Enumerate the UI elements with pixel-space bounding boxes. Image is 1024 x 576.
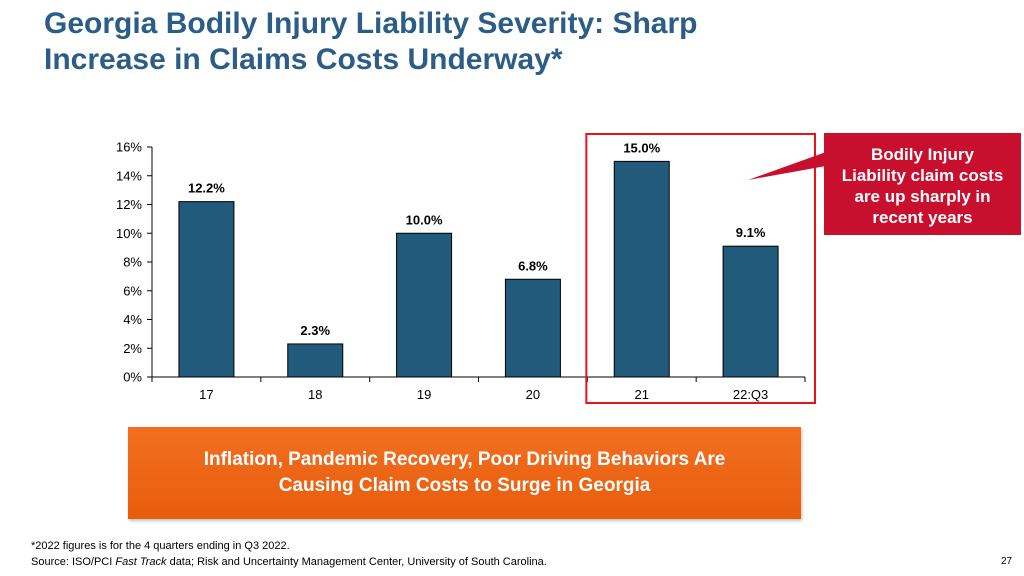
footnote-note: *2022 figures is for the 4 quarters endi… bbox=[31, 540, 290, 552]
page-title: Georgia Bodily Injury Liability Severity… bbox=[44, 6, 844, 78]
x-tick-label: 18 bbox=[308, 387, 322, 402]
footnote: *2022 figures is for the 4 quarters endi… bbox=[31, 538, 547, 570]
data-label: 9.1% bbox=[736, 225, 766, 240]
y-tick-label: 4% bbox=[123, 312, 142, 327]
callout-line4: recent years bbox=[872, 208, 973, 227]
callout-box: Bodily Injury Liability claim costs are … bbox=[824, 133, 1021, 235]
banner-line1: Inflation, Pandemic Recovery, Poor Drivi… bbox=[203, 449, 726, 470]
page-title-line1: Georgia Bodily Injury Liability Severity… bbox=[44, 7, 698, 40]
bar bbox=[722, 245, 779, 378]
source-suffix: data; Risk and Uncertainty Management Ce… bbox=[166, 556, 547, 568]
footnote-source: Source: ISO/PCI Fast Track data; Risk an… bbox=[31, 554, 547, 570]
callout-line1: Bodily Injury bbox=[871, 145, 974, 164]
bar bbox=[504, 278, 561, 378]
y-tick-label: 2% bbox=[123, 341, 142, 356]
y-tick-label: 0% bbox=[123, 370, 142, 385]
source-prefix: Source: ISO/PCI bbox=[31, 556, 116, 568]
x-tick-label: 19 bbox=[417, 387, 431, 402]
callout-pointer bbox=[748, 152, 826, 180]
x-tick-label: 20 bbox=[526, 387, 540, 402]
y-tick-label: 6% bbox=[123, 283, 142, 298]
data-label: 12.2% bbox=[188, 181, 225, 196]
y-tick-label: 12% bbox=[116, 197, 142, 212]
callout-line3: are up sharply in bbox=[854, 187, 991, 206]
x-tick-label: 17 bbox=[199, 387, 213, 402]
highlight-box bbox=[585, 133, 816, 404]
bar bbox=[178, 201, 235, 378]
y-tick-label: 8% bbox=[123, 255, 142, 270]
x-tick-label: 22:Q3 bbox=[733, 387, 768, 402]
summary-banner: Inflation, Pandemic Recovery, Poor Drivi… bbox=[128, 427, 801, 519]
banner-line2: Causing Claim Costs to Surge in Georgia bbox=[278, 475, 651, 496]
data-label: 15.0% bbox=[623, 140, 660, 155]
data-label: 10.0% bbox=[406, 212, 443, 227]
page-title-line2: Increase in Claims Costs Underway* bbox=[44, 43, 563, 76]
bar bbox=[396, 232, 453, 378]
page-number: 27 bbox=[1001, 556, 1013, 567]
callout-line2: Liability claim costs bbox=[841, 166, 1004, 185]
y-tick-label: 14% bbox=[116, 168, 142, 183]
y-tick-label: 16% bbox=[116, 140, 142, 155]
data-label: 6.8% bbox=[518, 258, 548, 273]
y-tick-label: 10% bbox=[116, 226, 142, 241]
bar bbox=[287, 343, 344, 378]
x-tick-label: 21 bbox=[635, 387, 649, 402]
bar bbox=[613, 160, 670, 378]
data-label: 2.3% bbox=[300, 323, 330, 338]
source-italic: Fast Track bbox=[115, 556, 167, 568]
